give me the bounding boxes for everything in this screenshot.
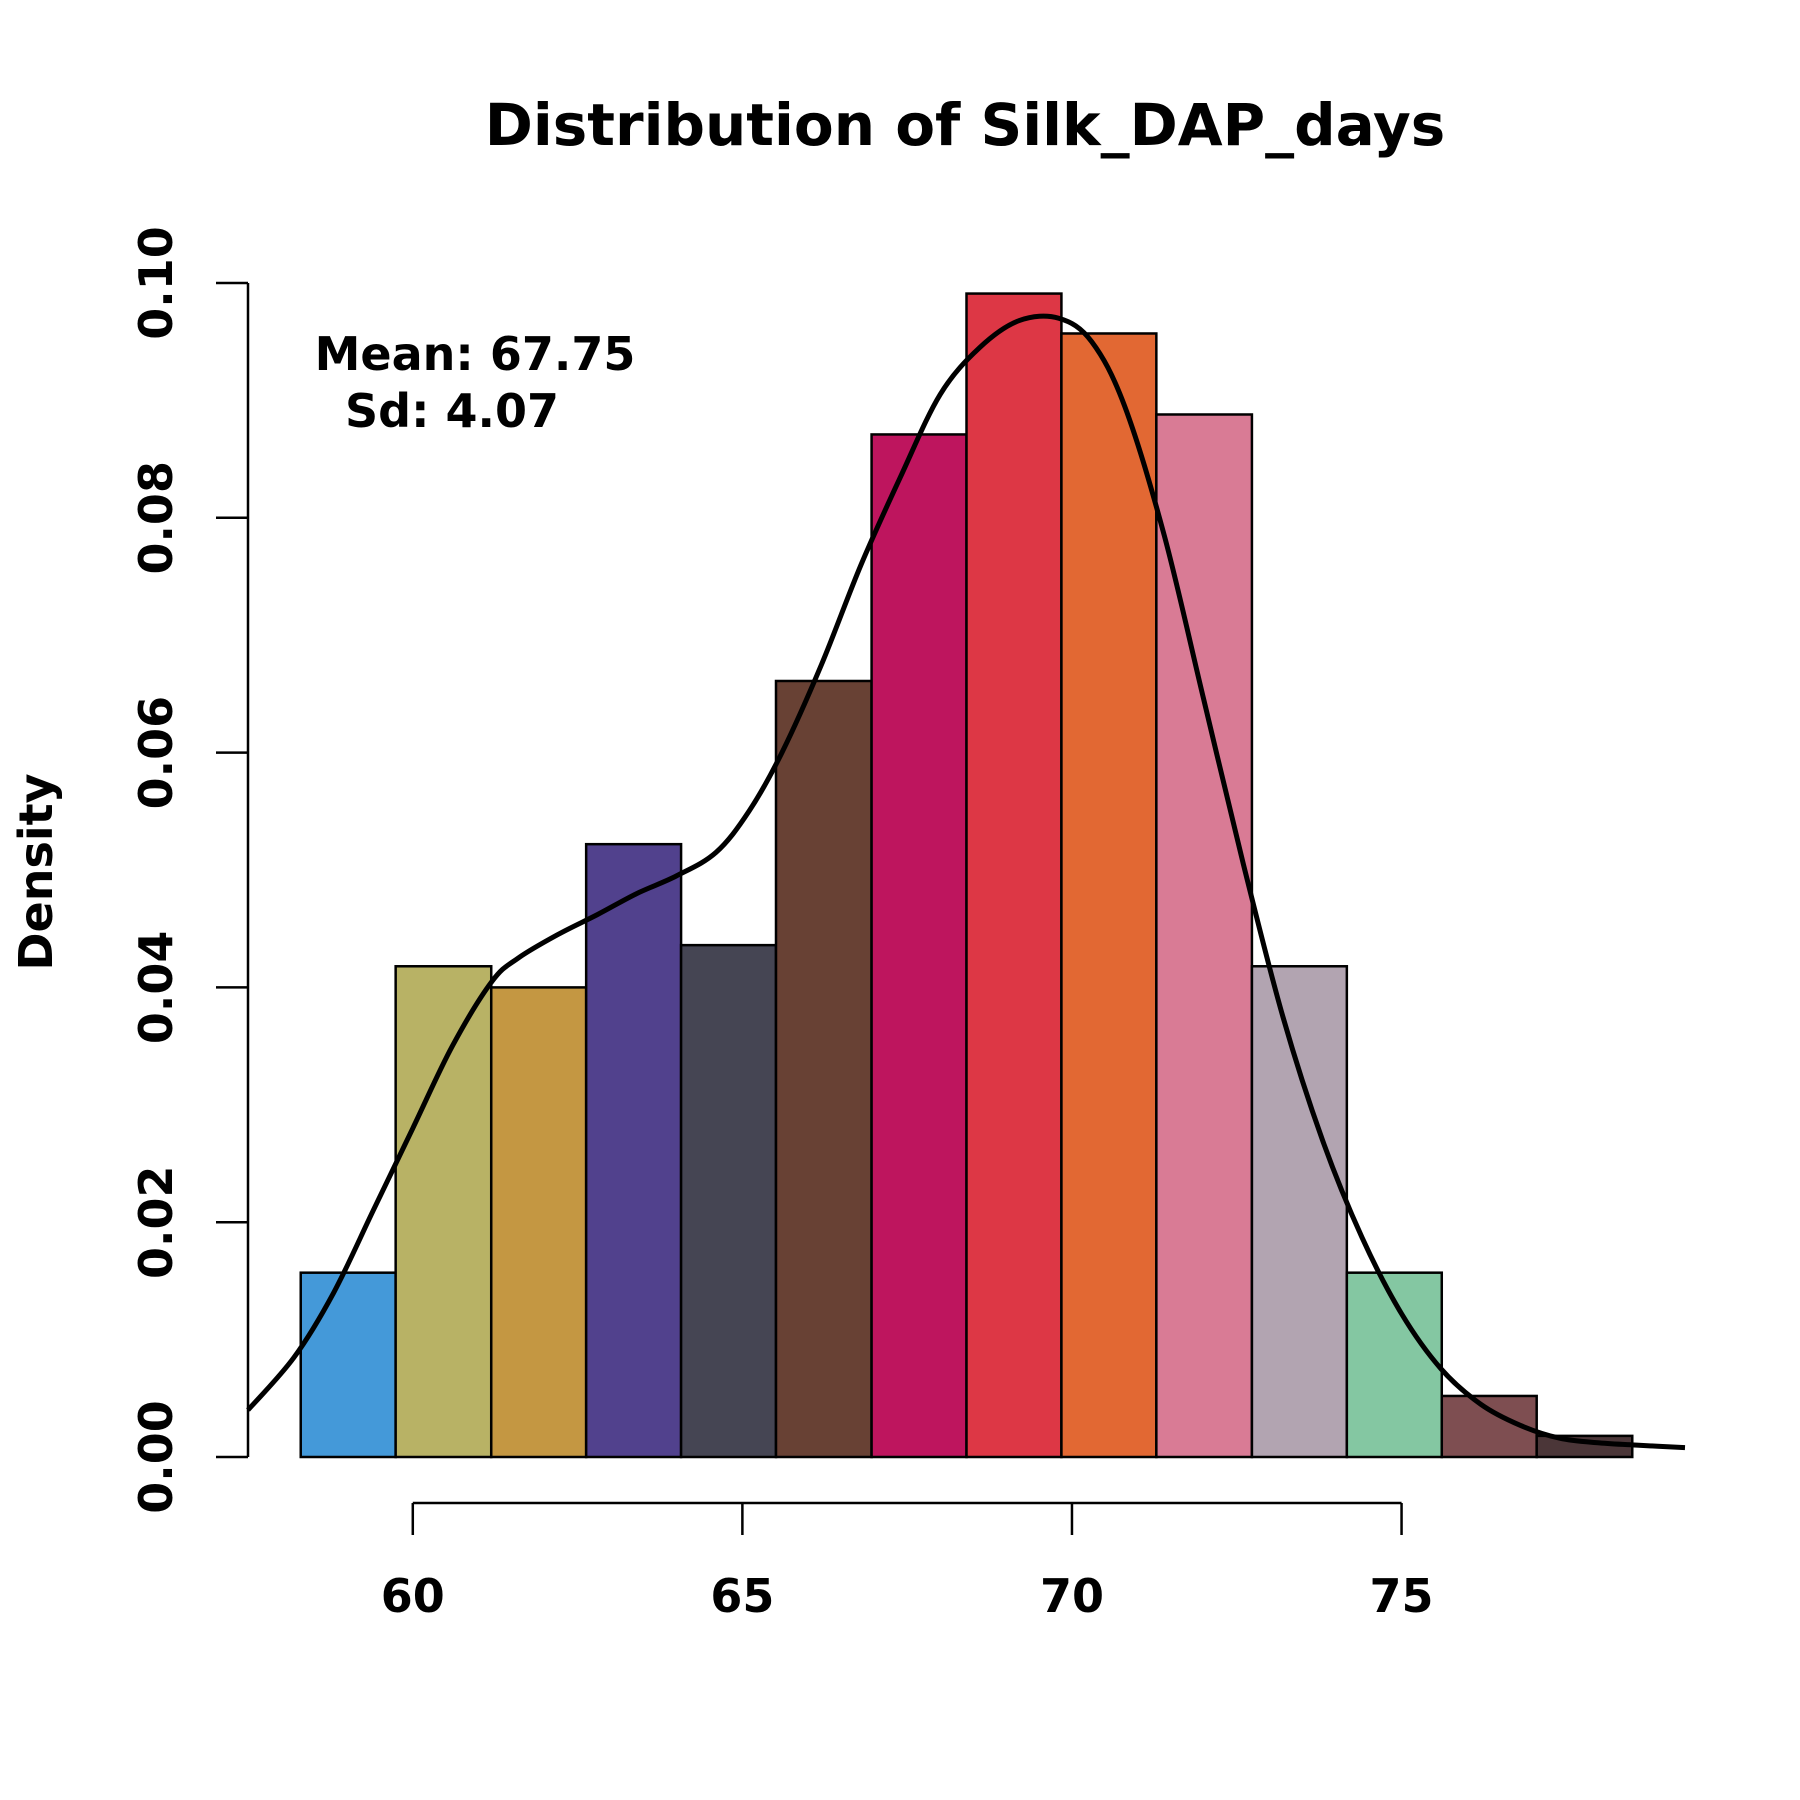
y-tick-label: 0.06 bbox=[129, 696, 183, 810]
y-tick-label: 0.10 bbox=[129, 226, 183, 340]
chart-title: Distribution of Silk_DAP_days bbox=[485, 91, 1446, 159]
y-tick-label: 0.00 bbox=[129, 1400, 183, 1514]
y-axis-label: Density bbox=[9, 773, 63, 970]
histogram-bar-2 bbox=[394, 965, 493, 1459]
x-axis-ticks: 60 65 70 75 bbox=[381, 1503, 1434, 1623]
histogram-bar-10 bbox=[1155, 413, 1254, 1459]
histogram-bar-3 bbox=[489, 986, 588, 1459]
histogram-bar-11 bbox=[1250, 965, 1349, 1459]
x-tick-label: 65 bbox=[710, 1569, 774, 1623]
bars-layer bbox=[299, 292, 1634, 1459]
y-axis-ticks: 0.00 0.02 0.04 0.06 0.08 0.10 bbox=[129, 226, 248, 1514]
y-tick-label: 0.02 bbox=[129, 1165, 183, 1279]
x-tick-label: 60 bbox=[381, 1569, 445, 1623]
y-tick-label: 0.08 bbox=[129, 461, 183, 575]
histogram-bar-8 bbox=[965, 292, 1063, 1459]
density-curve bbox=[246, 313, 1686, 1451]
histogram-bar-1 bbox=[299, 1271, 397, 1459]
x-tick-label: 75 bbox=[1370, 1569, 1434, 1623]
sd-annotation: Sd: 4.07 bbox=[345, 384, 559, 438]
histogram-bar-5 bbox=[679, 943, 778, 1459]
histogram-bar-7 bbox=[870, 433, 968, 1459]
histogram-bar-9 bbox=[1060, 332, 1158, 1459]
histogram-bar-6 bbox=[774, 679, 873, 1459]
y-tick-label: 0.04 bbox=[129, 931, 183, 1045]
histogram-bar-4 bbox=[584, 842, 683, 1459]
mean-annotation: Mean: 67.75 bbox=[315, 327, 636, 381]
x-tick-label: 70 bbox=[1040, 1569, 1104, 1623]
